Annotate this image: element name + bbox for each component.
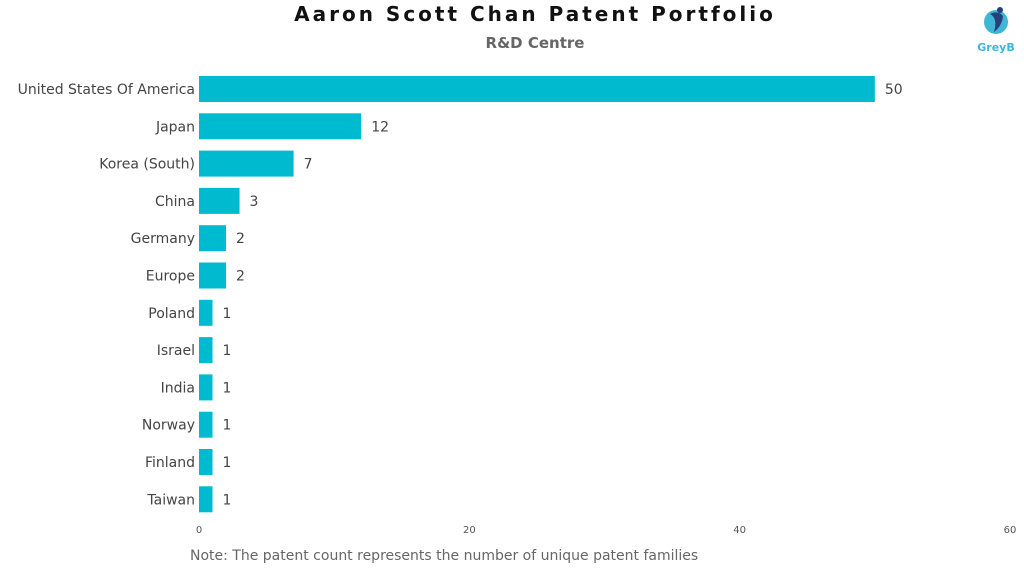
- category-label: Europe: [146, 269, 195, 285]
- chart-subtitle: R&D Centre: [485, 34, 585, 52]
- chart-title: Aaron Scott Chan Patent Portfolio: [294, 2, 776, 26]
- bar: [199, 449, 213, 475]
- category-label: India: [161, 380, 195, 396]
- value-labels: 50 12 7 3 2 2 1 1 1 1 1 1: [223, 82, 903, 508]
- category-label: Japan: [155, 119, 195, 135]
- greyb-logo-text: GreyB: [977, 41, 1014, 54]
- value-label: 2: [236, 231, 245, 247]
- bar: [199, 225, 227, 252]
- footer-note: Note: The patent count represents the nu…: [190, 548, 699, 564]
- x-tick-label: 60: [1004, 525, 1017, 536]
- category-label: Taiwan: [146, 492, 195, 508]
- x-tick-label: 20: [463, 525, 476, 536]
- bar: [199, 150, 294, 177]
- bar: [199, 337, 213, 364]
- bars-layer: [199, 76, 875, 513]
- category-labels: United States Of America Japan Korea (Sout…: [18, 82, 195, 508]
- category-label: China: [155, 194, 195, 210]
- category-label: Korea (South): [99, 157, 195, 173]
- category-label: Norway: [142, 418, 195, 434]
- x-tick-label: 40: [733, 525, 746, 536]
- category-label: Israel: [157, 343, 195, 359]
- bar: [199, 486, 213, 513]
- value-label: 2: [236, 269, 245, 285]
- bar: [199, 374, 213, 401]
- value-label: 1: [223, 455, 232, 471]
- category-label: United States Of America: [18, 82, 195, 98]
- bar: [199, 411, 213, 438]
- bar: [199, 299, 213, 326]
- value-label: 1: [223, 380, 232, 396]
- category-label: Finland: [145, 455, 195, 471]
- value-label: 1: [223, 343, 232, 359]
- value-label: 1: [223, 306, 232, 322]
- bar: [199, 76, 875, 102]
- bar: [199, 113, 362, 140]
- value-label: 12: [371, 119, 389, 135]
- greyb-logo: GreyB: [977, 7, 1015, 54]
- x-axis-ticks: 0 20 40 60: [196, 525, 1017, 536]
- greyb-logo-icon: [984, 7, 1008, 34]
- value-label: 3: [250, 194, 259, 210]
- value-label: 50: [885, 82, 903, 98]
- value-label: 1: [223, 418, 232, 434]
- x-tick-label: 0: [196, 525, 202, 536]
- category-label: Germany: [131, 231, 195, 247]
- category-label: Poland: [148, 306, 195, 322]
- value-label: 7: [304, 157, 313, 173]
- value-label: 1: [223, 492, 232, 508]
- bar: [199, 262, 227, 289]
- bar: [199, 187, 240, 214]
